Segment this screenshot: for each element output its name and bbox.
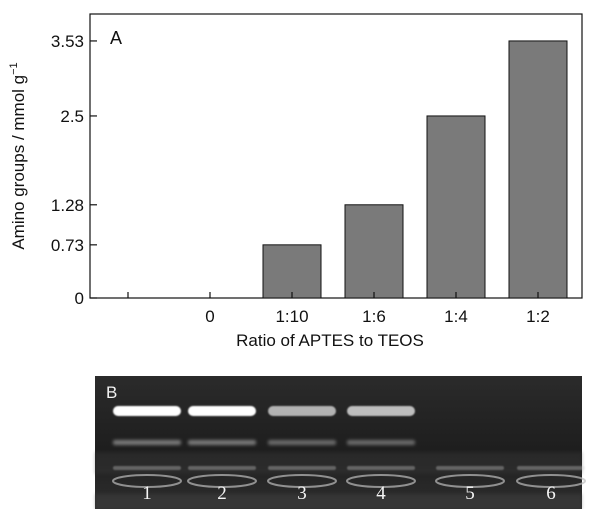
y-axis-label: Amino groups / mmol g [9, 75, 28, 250]
gel-band-lower [436, 466, 504, 470]
lane-label: 2 [217, 483, 227, 504]
gel-band-lower [268, 466, 336, 470]
x-axis-title: Ratio of APTES to TEOS [236, 331, 424, 350]
gel-band-middle [113, 440, 181, 445]
panel-label-b: B [106, 383, 117, 402]
gel-band-lower [347, 466, 415, 470]
gel-well [267, 474, 337, 488]
gel-bands [112, 406, 586, 488]
y-tick-label: 3.53 [51, 32, 84, 51]
bars [262, 40, 568, 299]
x-tick-label: 1:10 [275, 307, 308, 326]
x-tick-label: 1:2 [526, 307, 550, 326]
lane-labels: 1 2 3 4 5 6 [142, 483, 556, 504]
gel-well [346, 474, 416, 488]
gel-well [187, 474, 257, 488]
gel-band-upper [188, 406, 256, 416]
bar-1-10 [262, 244, 322, 299]
gel-edge-glow [95, 494, 582, 509]
x-axis-ticks: 0 1:10 1:6 1:4 1:2 [127, 292, 550, 326]
y-axis-title: Amino groups / mmol g−1 [8, 62, 28, 249]
lane-label: 3 [297, 483, 307, 504]
y-axis-unit-exponent: −1 [8, 62, 20, 75]
y-tick-label: 1.28 [51, 196, 84, 215]
y-axis-ticks: 0 0.73 1.28 2.5 3.53 [51, 32, 97, 308]
gel-band-lower [517, 466, 585, 470]
gel-band-middle [268, 440, 336, 445]
gel-band-upper [347, 406, 415, 416]
gel-band-middle [188, 440, 256, 445]
gel-band-upper [113, 406, 181, 416]
panel-label-a: A [110, 28, 122, 48]
gel-well [516, 474, 586, 488]
gel-smear [95, 452, 582, 474]
lane-label: 4 [376, 483, 386, 504]
x-tick-label: 1:6 [362, 307, 386, 326]
gel-well [112, 474, 182, 488]
bar-1-2 [508, 40, 568, 299]
x-tick-label: 1:4 [444, 307, 468, 326]
gel-band-upper [268, 406, 336, 416]
gel-image: B 1 2 3 4 5 6 [95, 376, 586, 509]
bar-1-4 [426, 115, 486, 299]
x-tick-label: 0 [205, 307, 214, 326]
bar-chart: A 0 0.73 1.28 2.5 3.53 0 1:10 1:6 1:4 1:2 Amino … [8, 13, 583, 350]
gel-well [435, 474, 505, 488]
gel-band-middle [347, 440, 415, 445]
gel-band-lower [188, 466, 256, 470]
bar-1-6 [344, 204, 404, 299]
y-tick-label: 0 [75, 289, 84, 308]
y-tick-label: 2.5 [60, 107, 84, 126]
y-tick-label: 0.73 [51, 236, 84, 255]
lane-label: 1 [142, 483, 152, 504]
lane-label: 6 [546, 483, 556, 504]
gel-band-lower [113, 466, 181, 470]
lane-label: 5 [465, 483, 475, 504]
plot-frame [89, 13, 583, 299]
